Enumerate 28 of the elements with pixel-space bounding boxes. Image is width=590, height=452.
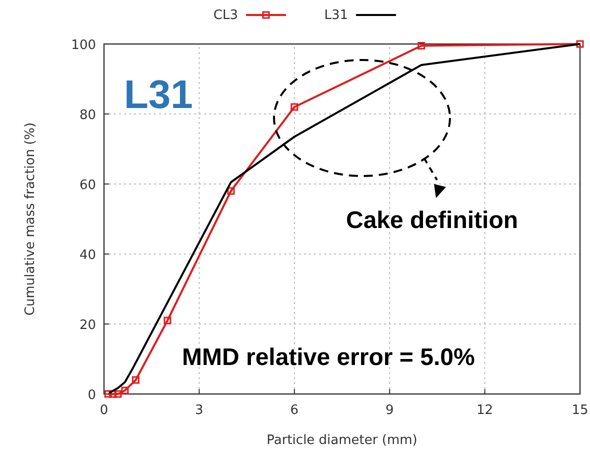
point bbox=[290, 103, 298, 111]
y-tick-label: 60 bbox=[79, 178, 96, 193]
x-tick-label: 6 bbox=[290, 403, 299, 418]
legend-label: CL3 bbox=[213, 8, 238, 23]
x-tick-label: 12 bbox=[476, 403, 494, 418]
y-tick-label: 100 bbox=[71, 38, 96, 53]
point bbox=[227, 187, 235, 195]
point bbox=[164, 316, 172, 324]
point bbox=[418, 42, 426, 50]
x-tick-label: 15 bbox=[572, 403, 588, 418]
point bbox=[114, 390, 122, 398]
x-tick-label: 0 bbox=[100, 403, 108, 418]
annotation: MMD relative error = 5.0% bbox=[182, 344, 475, 371]
annotation: L31 bbox=[124, 73, 193, 117]
legend-label: L31 bbox=[324, 8, 348, 23]
y-tick-label: 0 bbox=[88, 388, 96, 403]
y-tick-label: 80 bbox=[79, 108, 96, 123]
x-tick-label: 3 bbox=[195, 403, 204, 418]
point bbox=[104, 390, 112, 398]
y-tick-label: 20 bbox=[79, 318, 96, 333]
y-tick-label: 40 bbox=[79, 248, 96, 263]
x-tick-label: 9 bbox=[385, 403, 394, 418]
y-axis-title: Cumulative mass fraction (%) bbox=[23, 122, 38, 316]
annotation: Cake definition bbox=[346, 207, 518, 234]
x-axis-title: Particle diameter (mm) bbox=[266, 433, 418, 448]
point bbox=[576, 40, 584, 48]
point bbox=[121, 386, 129, 394]
point bbox=[132, 376, 140, 384]
